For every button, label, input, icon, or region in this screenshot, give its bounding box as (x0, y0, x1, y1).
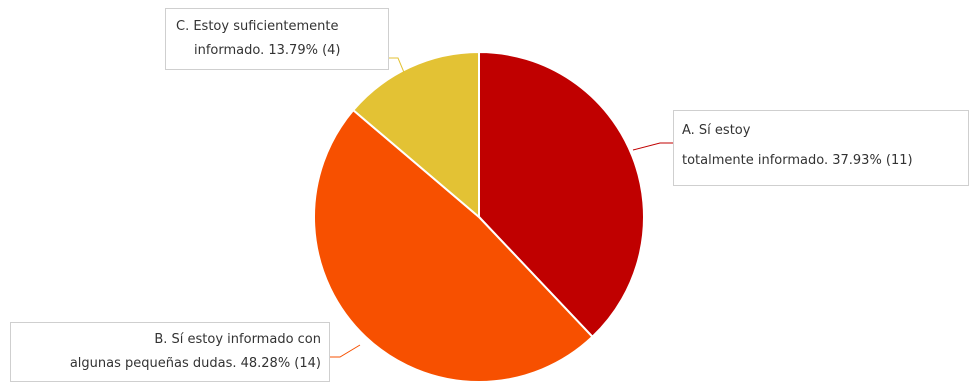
slice-label-c-line2: informado. 13.79% (4) (194, 43, 341, 58)
slice-label-c: C. Estoy suficientemente informado. 13.7… (165, 8, 389, 70)
pie-slices (312, 51, 645, 383)
pie-slice-a (478, 51, 645, 338)
slice-label-a-line1: A. Sí estoy (682, 123, 751, 138)
leader-lines (330, 57, 673, 358)
pie-slice-b (312, 109, 594, 383)
leader-line-a (632, 142, 673, 151)
leader-line-c (389, 57, 409, 83)
slice-label-a-line2: totalmente informado. 37.93% (11) (682, 153, 913, 168)
leader-line-b (330, 344, 361, 358)
slice-label-c-line1: C. Estoy suficientemente (176, 19, 339, 34)
slice-label-a: A. Sí estoy totalmente informado. 37.93%… (673, 110, 969, 186)
slice-label-b-line1: B. Sí estoy informado con (154, 332, 321, 347)
slice-label-b-line2: algunas pequeñas dudas. 48.28% (14) (69, 356, 321, 371)
pie-slice-c (352, 51, 480, 218)
slice-label-b: B. Sí estoy informado con algunas pequeñ… (10, 322, 330, 382)
